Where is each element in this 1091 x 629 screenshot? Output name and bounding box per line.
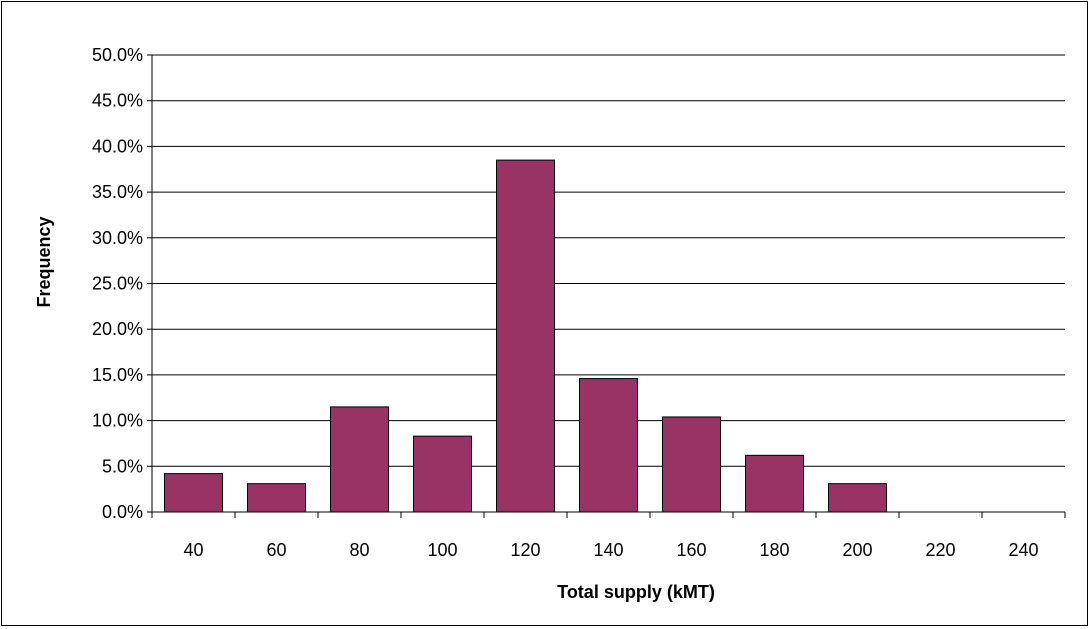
bar-40: [164, 473, 223, 513]
x-tick-label: 180: [759, 540, 789, 560]
gridlines: [152, 54, 1065, 467]
x-tick-label: 220: [925, 540, 955, 560]
bar-60: [247, 483, 306, 513]
y-tick-label: 0.0%: [102, 502, 143, 522]
bar-120: [496, 159, 555, 513]
y-tick-label: 50.0%: [92, 45, 143, 65]
y-tick-label: 40.0%: [92, 136, 143, 156]
x-tick-label: 140: [593, 540, 623, 560]
bar-100: [413, 435, 472, 513]
y-tick-label: 35.0%: [92, 182, 143, 202]
y-tick-label: 45.0%: [92, 91, 143, 111]
x-tick-label: 200: [842, 540, 872, 560]
y-tick-label: 5.0%: [102, 456, 143, 476]
x-axis-title: Total supply (kMT): [557, 582, 715, 602]
x-tick-labels: 40 60 80 100 120 140 160 180 200 220 240: [183, 540, 1038, 560]
y-tick-label: 25.0%: [92, 274, 143, 294]
bars: [164, 159, 887, 513]
x-tick-label: 80: [349, 540, 369, 560]
bar-160: [662, 416, 721, 513]
y-tick-label: 15.0%: [92, 365, 143, 385]
x-tick-label: 120: [510, 540, 540, 560]
y-tick-labels: 0.0% 5.0% 10.0% 15.0% 20.0% 25.0% 30.0% 35.0% 40…: [92, 45, 143, 522]
bar-140: [579, 378, 638, 513]
x-tick-label: 60: [266, 540, 286, 560]
y-axis-title: Frequency: [34, 216, 54, 307]
x-tick-label: 100: [427, 540, 457, 560]
y-tick-label: 20.0%: [92, 319, 143, 339]
bar-80: [330, 406, 389, 513]
x-tick-label: 160: [676, 540, 706, 560]
bar-180: [745, 454, 804, 513]
y-tick-label: 10.0%: [92, 411, 143, 431]
x-tick-label: 40: [183, 540, 203, 560]
y-tick-label: 30.0%: [92, 228, 143, 248]
x-tick-label: 240: [1008, 540, 1038, 560]
bar-200: [828, 483, 887, 513]
axes: [147, 54, 1066, 518]
